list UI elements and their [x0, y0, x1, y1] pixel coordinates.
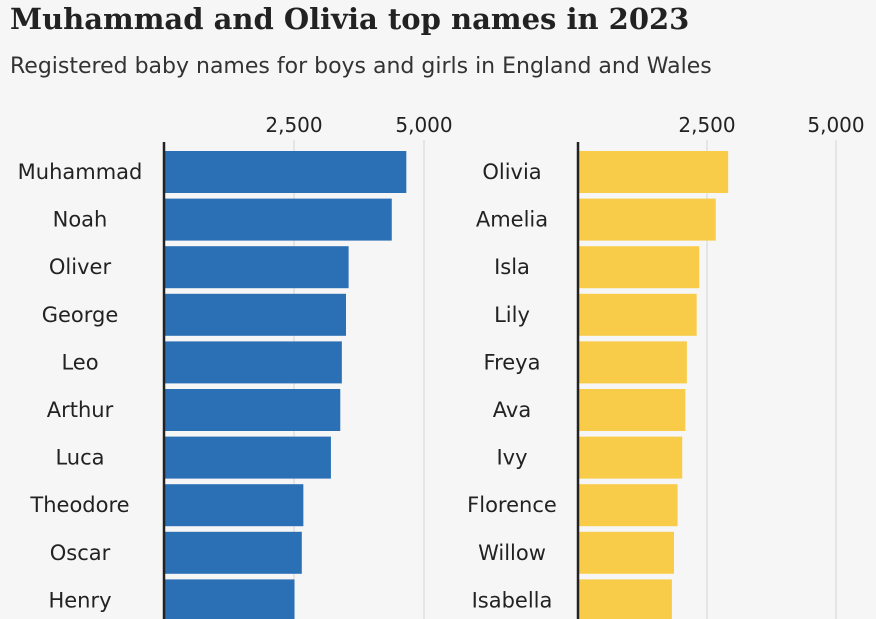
- girls-category-label: Willow: [478, 541, 546, 565]
- boys-category-label: Leo: [61, 350, 98, 374]
- girls-category-label: Amelia: [476, 208, 548, 232]
- boys-category-label: George: [42, 303, 119, 327]
- girls-bar: [578, 579, 672, 619]
- boys-bar: [164, 341, 342, 384]
- girls-tick-label: 5,000: [807, 113, 864, 137]
- girls-bar: [578, 246, 700, 289]
- boys-bar: [164, 246, 349, 289]
- boys-bar: [164, 579, 295, 619]
- boys-bar: [164, 436, 331, 479]
- boys-tick-label: 2,500: [265, 113, 322, 137]
- girls-category-label: Isla: [494, 255, 530, 279]
- girls-bar: [578, 389, 686, 431]
- girls-bar: [578, 484, 678, 527]
- girls-category-label: Ava: [493, 398, 531, 422]
- boys-category-label: Oliver: [49, 255, 112, 279]
- girls-bar: [578, 151, 729, 193]
- girls-category-label: Lily: [494, 303, 530, 327]
- boys-bar: [164, 198, 392, 241]
- girls-bar: [578, 198, 716, 241]
- boys-category-label: Oscar: [50, 541, 111, 565]
- boys-bar: [164, 151, 407, 193]
- boys-tick-label: 5,000: [395, 113, 452, 137]
- girls-bar: [578, 293, 697, 336]
- boys-category-label: Luca: [55, 446, 104, 470]
- chart-title: Muhammad and Olivia top names in 2023: [10, 2, 690, 36]
- boys-bar: [164, 484, 304, 527]
- girls-bar: [578, 436, 683, 479]
- boys-category-label: Noah: [53, 208, 108, 232]
- boys-bar: [164, 389, 341, 431]
- girls-category-label: Ivy: [496, 446, 527, 470]
- girls-tick-label: 2,500: [678, 113, 735, 137]
- boys-bar: [164, 293, 346, 336]
- girls-panel: 2,500 5,000 Olivia Amelia Isla Lily Freya Ava Iv…: [467, 113, 865, 619]
- girls-bar: [578, 341, 687, 384]
- chart-subtitle: Registered baby names for boys and girls…: [10, 54, 712, 79]
- boys-category-label: Theodore: [29, 493, 129, 517]
- boys-category-label: Henry: [48, 588, 111, 612]
- girls-bar: [578, 531, 674, 574]
- boys-category-label: Arthur: [47, 398, 114, 422]
- girls-category-label: Olivia: [482, 160, 541, 184]
- girls-category-label: Florence: [467, 493, 557, 517]
- girls-category-label: Isabella: [472, 588, 553, 612]
- girls-category-label: Freya: [484, 350, 541, 374]
- boys-bar: [164, 531, 302, 574]
- boys-panel: 2,500 5,000 Muhammad Noah Oliver George Leo Art…: [18, 113, 453, 619]
- boys-category-label: Muhammad: [18, 160, 143, 184]
